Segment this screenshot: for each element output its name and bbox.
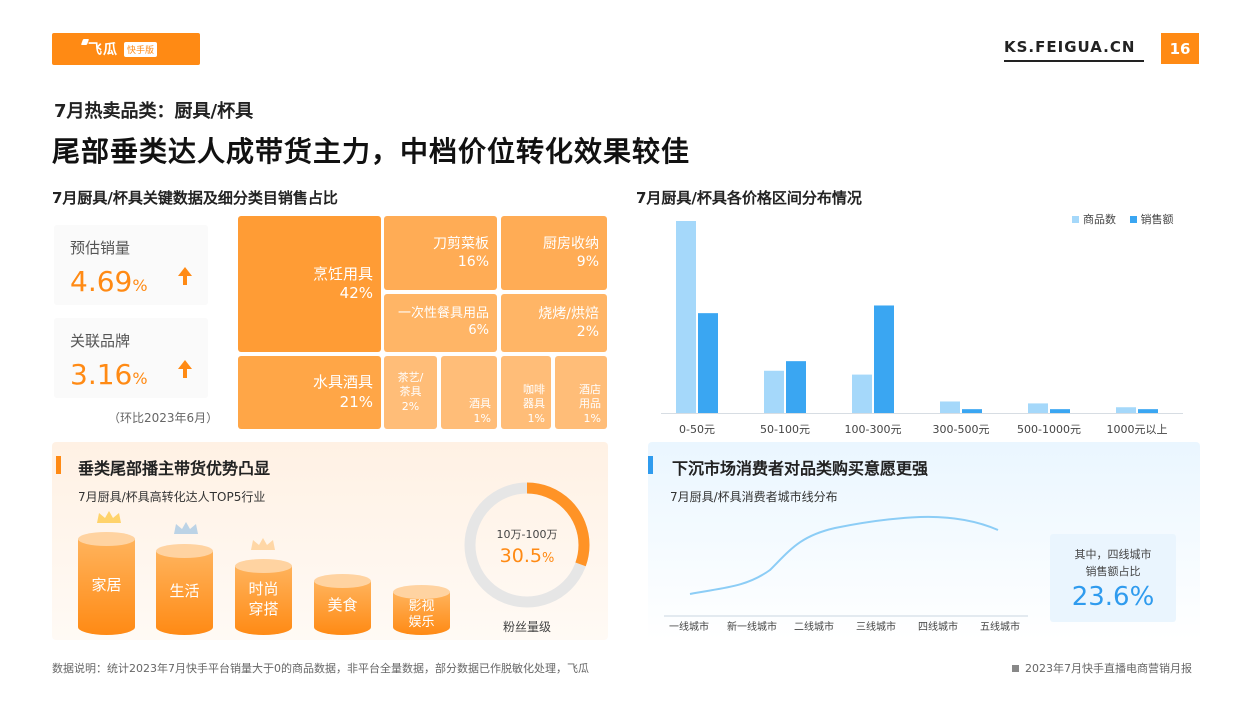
treemap-cell: 水具酒具 21% [238,356,381,429]
kpi-label: 预估销量 [70,239,131,257]
logo-name: 飞瓜 [88,42,118,58]
bar-sales [698,313,718,413]
up-arrow-icon [178,360,192,378]
kpi-value: 3.16% [70,358,148,391]
treemap-cell: 厨房收纳 9% [501,216,607,290]
treemap-cell: 烧烤/烘焙 2% [501,294,607,352]
donut-caption: 粉丝量级 [502,620,551,634]
comparison-note: （环比2023年6月） [108,411,219,425]
industry-label: 影视娱乐 [408,599,435,630]
x-tick-label: 1000元以上 [1107,423,1168,436]
treemap-cell: 茶艺/茶具 2% [384,356,437,429]
bar-sales [786,361,806,413]
section-title-price: 7月厨具/杯具各价格区间分布情况 [636,189,862,207]
crown-icon [251,538,275,550]
bar-count [940,401,960,413]
bar-sales [874,305,894,413]
kpi-label: 关联品牌 [70,332,131,350]
creator-panel: 垂类尾部播主带货优势凸显 7月厨具/杯具高转化达人TOP5行业 家居 生活 时尚… [52,442,608,640]
bar-count [764,370,784,413]
kpi-card-sales: 预估销量 4.69% [54,225,208,305]
treemap-cell: 一次性餐具用品 6% [384,294,497,352]
site-underline [1004,60,1144,62]
price-bar-chart: 0-50元 50-100元 100-300元 300-500元 500-1000元 100… [661,221,1183,436]
section-accent [648,456,653,474]
treemap-cell: 烹饪用具 42% [238,216,381,352]
section-title-category: 7月厨具/杯具关键数据及细分类目销售占比 [52,189,338,207]
kpi-value: 4.69% [70,265,148,298]
fans-donut [464,482,590,608]
x-tick-label: 300-500元 [933,423,990,436]
industry-label: 生活 [169,582,200,600]
x-tick-label: 0-50元 [679,423,715,436]
x-tick-label: 50-100元 [760,423,810,436]
crown-icon [174,522,198,534]
page-kicker: 7月热卖品类：厨具/杯具 [54,101,254,122]
city-line-chart: 一线城市 新一线城市 二线城市 三线城市 四线城市 五线城市 [664,515,1028,633]
industry-bar: 家居 [78,532,135,635]
treemap-cell: 酒店用品 1% [555,356,607,429]
city-panel-subtitle: 7月厨具/杯具消费者城市线分布 [670,490,838,504]
legend-swatch-count [1072,216,1079,223]
section-accent [56,456,61,474]
donut-arc [464,482,590,608]
bar-sales [1050,409,1070,413]
x-tick-label: 三线城市 [856,620,896,633]
callout-label: 其中，四线城市 [1074,548,1152,561]
legend-label: 销售额 [1140,213,1174,226]
city-panel-title: 下沉市场消费者对品类购买意愿更强 [672,459,929,478]
kpi-card-brands: 关联品牌 3.16% [54,318,208,398]
bar-count [1028,403,1048,413]
creator-panel-title: 垂类尾部播主带货优势凸显 [78,459,271,478]
crown-icon [97,511,121,523]
category-treemap: 烹饪用具 42% 刀剪菜板 16% 厨房收纳 9% 一次性餐具用品 6% 烧烤/烘焙 2%… [238,216,608,429]
city-callout: 其中，四线城市 销售额占比 23.6% [1050,534,1176,622]
industry-label: 美食 [327,596,358,614]
up-arrow-icon [178,267,192,285]
x-tick-label: 一线城市 [669,620,709,633]
treemap-cell: 酒具 1% [441,356,497,429]
x-tick-label: 100-300元 [845,423,902,436]
x-tick-label: 500-1000元 [1017,423,1081,436]
site-url[interactable]: KS.FEIGUA.CN [1004,38,1136,56]
x-tick-label: 五线城市 [980,620,1020,633]
creator-panel-subtitle: 7月厨具/杯具高转化达人TOP5行业 [78,490,266,504]
x-tick-label: 新一线城市 [727,620,777,633]
industry-bar: 美食 [314,574,371,635]
bar-sales [962,409,982,413]
industry-bar: 时尚穿搭 [235,559,292,635]
industry-label: 家居 [91,576,122,594]
callout-label: 销售额占比 [1085,565,1141,578]
city-panel: 下沉市场消费者对品类购买意愿更强 7月厨具/杯具消费者城市线分布 一线城市 新一… [648,442,1200,640]
page-title: 尾部垂类达人成带货主力，中档价位转化效果较佳 [52,135,691,168]
donut-range: 10万-100万 [496,528,558,541]
industry-label: 时尚穿搭 [248,580,279,618]
page-number: 16 [1161,33,1199,64]
data-source-note: 数据说明：统计2023年7月快手平台销量大于0的商品数据，非平台全量数据，部分数… [52,662,589,675]
bar-count [1116,407,1136,413]
legend-label: 商品数 [1083,213,1116,226]
industry-bar: 生活 [156,544,213,635]
treemap-cell: 咖啡器具 1% [501,356,551,429]
chart-legend: 商品数 销售额 [1072,211,1174,227]
bar-count [852,374,872,413]
brand-logo: 飞瓜 快手版 [52,33,200,65]
logo-tag: 快手版 [124,41,158,57]
x-tick-label: 四线城市 [918,620,958,633]
report-name: 2023年7月快手直播电商营销月报 [1012,660,1192,676]
bar-sales [1138,409,1158,413]
x-tick-label: 二线城市 [794,620,834,633]
industry-bar: 影视娱乐 [393,585,450,635]
donut-value: 30.5% [499,545,555,567]
legend-swatch-sales [1129,216,1137,223]
treemap-cell: 刀剪菜板 16% [384,216,497,290]
bar-count [676,221,696,413]
callout-value: 23.6% [1071,582,1155,612]
